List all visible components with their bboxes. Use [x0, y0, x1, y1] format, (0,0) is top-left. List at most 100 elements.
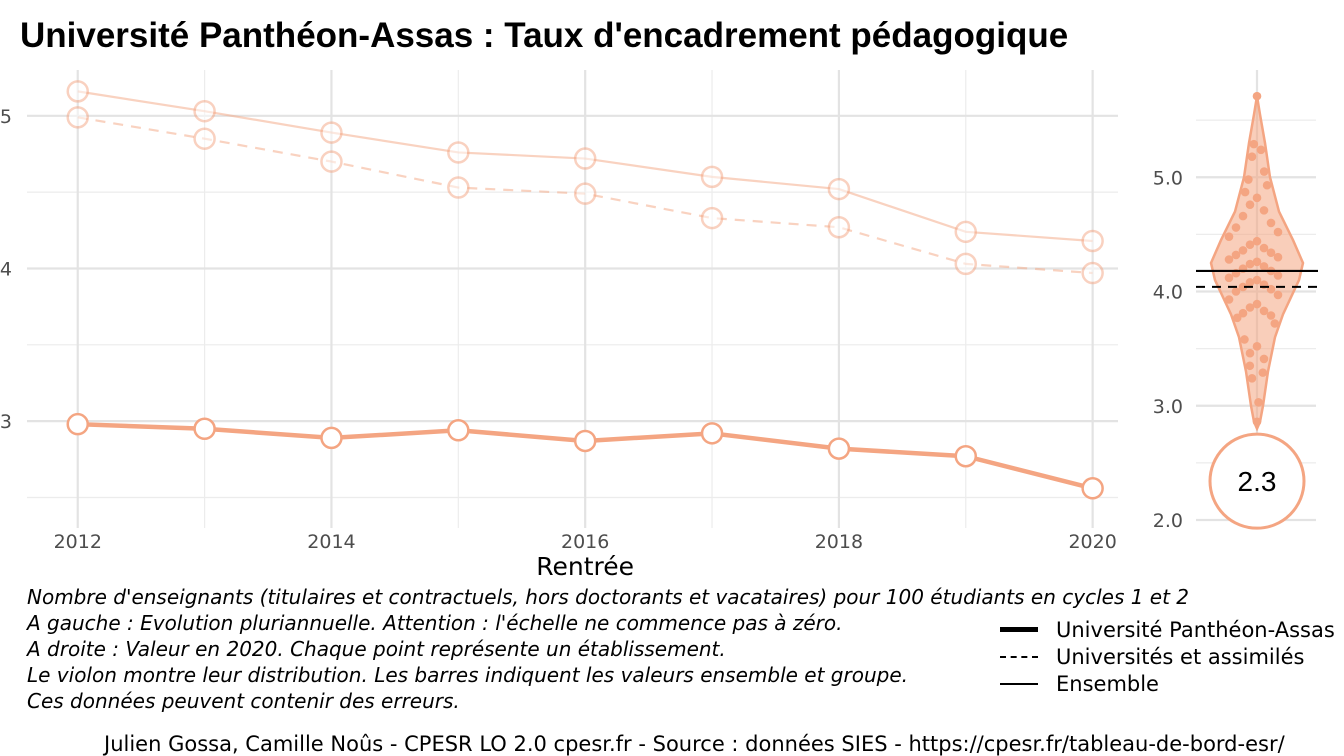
distribution-point	[1252, 91, 1262, 101]
data-point	[954, 220, 978, 244]
distribution-point	[1238, 246, 1248, 255]
distribution-point	[1245, 348, 1255, 358]
distribution-point	[1259, 306, 1269, 316]
distribution-point	[1252, 257, 1262, 267]
distribution-point	[1238, 211, 1248, 221]
distribution-point	[1247, 374, 1257, 383]
data-point	[320, 150, 343, 173]
distribution-point	[1273, 290, 1283, 300]
data-point	[1081, 477, 1104, 500]
distribution-point	[1252, 299, 1262, 309]
data-point	[700, 422, 724, 445]
note-line: Le violon montre leur distribution. Les …	[27, 663, 908, 687]
distribution-point	[1266, 248, 1276, 257]
data-point	[954, 252, 978, 276]
distribution-point	[1224, 255, 1234, 264]
legend-label: Ensemble	[1056, 671, 1159, 696]
legend-label: Université Panthéon-Assas	[1056, 617, 1335, 642]
distribution-point	[1238, 282, 1248, 292]
distribution-point	[1252, 193, 1262, 203]
legend-item: Université Panthéon-Assas	[1000, 616, 1335, 643]
distribution-point	[1273, 271, 1283, 280]
x-tick-label: 2016	[561, 531, 609, 553]
data-point	[66, 80, 89, 103]
distribution-point	[1249, 139, 1259, 149]
data-point	[954, 444, 978, 468]
distribution-point	[1231, 223, 1241, 232]
x-tick-label: 2020	[1068, 531, 1116, 553]
distribution-point	[1247, 152, 1257, 161]
x-axis-label: Rentrée	[536, 552, 634, 581]
data-point	[66, 412, 89, 436]
note-line: Nombre d'enseignants (titulaires et cont…	[27, 585, 1190, 609]
distribution-point	[1240, 187, 1250, 197]
distribution-point	[1240, 335, 1249, 344]
distribution-point	[1224, 232, 1234, 241]
note-line: A gauche : Evolution pluriannuelle. Atte…	[27, 611, 843, 635]
x-tick-label: 2012	[54, 531, 102, 553]
distribution-point	[1231, 287, 1241, 296]
series-line	[77, 116, 1093, 275]
distribution-point	[1252, 342, 1262, 351]
x-tick-label: 2018	[815, 531, 863, 553]
legend: Université Panthéon-Assas Universités et…	[1000, 616, 1335, 697]
data-point	[827, 437, 851, 460]
distribution-point	[1224, 295, 1234, 304]
data-point	[573, 182, 597, 205]
distribution-point	[1245, 240, 1255, 249]
distribution-point	[1259, 206, 1269, 215]
legend-item: Universités et assimilés	[1000, 643, 1335, 670]
distribution-point	[1252, 417, 1262, 427]
distribution-point	[1259, 243, 1269, 253]
data-point	[193, 417, 216, 441]
note-line: Ces données peuvent contenir des erreurs…	[27, 689, 460, 713]
distribution-point	[1273, 252, 1283, 262]
distribution-point	[1252, 236, 1262, 246]
value-badge-label: 2.3	[1238, 466, 1277, 497]
legend-key-bold	[1000, 627, 1038, 632]
x-tick-label: 2014	[307, 531, 355, 553]
data-point	[700, 165, 724, 189]
legend-key-dashed	[1000, 655, 1038, 658]
distribution-point	[1224, 273, 1234, 283]
data-point	[1081, 229, 1104, 253]
distribution-point	[1259, 167, 1269, 176]
data-point	[827, 177, 851, 201]
y-tick-label: 3.0	[1153, 396, 1183, 418]
distribution-point	[1238, 308, 1248, 318]
data-point	[700, 206, 724, 230]
distribution-point	[1262, 180, 1272, 190]
legend-item: Ensemble	[1000, 670, 1335, 697]
distribution-point	[1231, 250, 1241, 260]
y-tick-label: 2.0	[1153, 510, 1183, 532]
distribution-point	[1245, 303, 1255, 312]
y-tick-label: 5	[0, 106, 12, 128]
distribution-point	[1252, 275, 1262, 285]
distribution-point	[1273, 227, 1283, 237]
footer-credits: Julien Gossa, Camille Noûs - CPESR LO 2.…	[104, 732, 1285, 756]
distribution-point	[1266, 218, 1276, 228]
legend-key-solid	[1000, 682, 1038, 685]
distribution-point	[1266, 311, 1276, 320]
y-tick-label: 4	[0, 258, 12, 280]
chart-title: Université Panthéon-Assas : Taux d'encad…	[20, 16, 1069, 55]
y-tick-label: 4.0	[1153, 282, 1183, 304]
distribution-point	[1244, 175, 1253, 184]
note-line: A droite : Valeur en 2020. Chaque point …	[27, 637, 726, 661]
distribution-point	[1232, 313, 1242, 323]
legend-label: Universités et assimilés	[1056, 644, 1305, 669]
value-badge	[1208, 432, 1306, 530]
violin-panel: 2.0 3.0 4.0 5.0 2.3	[1153, 70, 1318, 532]
data-point	[447, 419, 470, 442]
data-point	[447, 141, 470, 164]
data-point	[827, 215, 851, 239]
distribution-point	[1245, 361, 1255, 371]
data-point	[1081, 261, 1104, 285]
distribution-point	[1258, 368, 1268, 377]
distribution-point	[1259, 262, 1269, 271]
data-point	[193, 99, 216, 123]
distribution-point	[1245, 259, 1255, 269]
distribution-point	[1245, 278, 1255, 287]
distribution-point	[1270, 319, 1280, 328]
